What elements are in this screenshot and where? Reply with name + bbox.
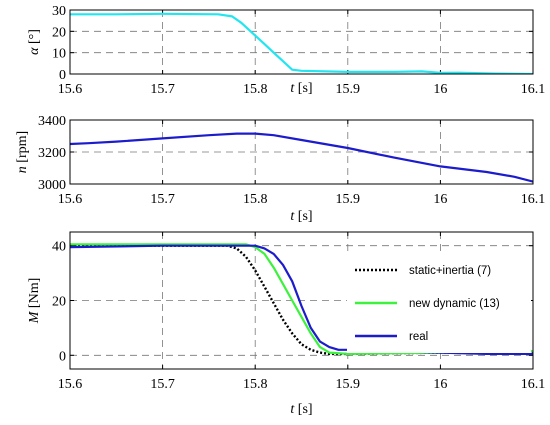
torque-ytick-label: 40 bbox=[52, 240, 66, 255]
torque-xtick-label: 15.7 bbox=[150, 377, 175, 392]
torque-series-line-0 bbox=[70, 244, 533, 356]
speed-series-line-0 bbox=[70, 132, 533, 183]
alpha-ylabel: α [°] bbox=[27, 29, 42, 55]
alpha-plot-area bbox=[70, 10, 533, 74]
torque-xtick-label: 15.9 bbox=[336, 377, 361, 392]
alpha-xtick-label: 16.1 bbox=[521, 82, 546, 97]
panel-torque: 15.6 15.7 15.8 15.9 16 16.1 0 20 40 t [s] M [Nm] st… bbox=[27, 231, 546, 417]
speed-xtick-label: 15.6 bbox=[58, 192, 83, 207]
speed-axes-frame bbox=[69, 119, 534, 185]
speed-ytick-label: 3000 bbox=[38, 178, 66, 193]
speed-ytick-label: 3200 bbox=[38, 146, 66, 161]
torque-xtick-label: 15.6 bbox=[58, 377, 83, 392]
torque-xtick-label: 15.8 bbox=[243, 377, 268, 392]
torque-ytick-label: 20 bbox=[52, 295, 66, 310]
legend-entry-label: static+inertia (7) bbox=[409, 265, 491, 277]
alpha-ytick-label: 30 bbox=[52, 4, 66, 19]
speed-xlabel: t [s] bbox=[290, 209, 312, 224]
alpha-ytick-label: 10 bbox=[52, 47, 66, 62]
torque-axes-frame bbox=[69, 231, 534, 370]
alpha-axes-frame bbox=[69, 9, 534, 75]
speed-ylabel: n [rpm] bbox=[15, 131, 30, 173]
alpha-series-line-0 bbox=[70, 12, 533, 74]
torque-xtick-label: 16.1 bbox=[521, 377, 546, 392]
alpha-ytick-label: 0 bbox=[59, 68, 66, 83]
legend-entry-label: new dynamic (13) bbox=[409, 298, 500, 310]
alpha-xtick-label: 15.6 bbox=[58, 82, 83, 97]
alpha-xtick-label: 16 bbox=[433, 82, 447, 97]
torque-xlabel: t [s] bbox=[290, 402, 312, 417]
speed-xtick-label: 15.8 bbox=[243, 192, 268, 207]
speed-xtick-label: 15.9 bbox=[336, 192, 361, 207]
torque-ytick-label: 0 bbox=[59, 349, 66, 364]
speed-ytick-label: 3400 bbox=[38, 114, 66, 129]
alpha-ytick-label: 20 bbox=[52, 25, 66, 40]
panel-speed: 15.6 15.7 15.8 15.9 16 16.1 3000 3200 3400 t [s] n… bbox=[15, 114, 545, 224]
legend-entry-label: real bbox=[409, 331, 428, 343]
alpha-xtick-label: 15.7 bbox=[150, 82, 175, 97]
torque-xtick-label: 16 bbox=[433, 377, 447, 392]
speed-xtick-label: 15.7 bbox=[150, 192, 175, 207]
speed-xtick-label: 16 bbox=[433, 192, 447, 207]
alpha-xlabel: t [s] bbox=[290, 81, 312, 96]
alpha-xtick-label: 15.9 bbox=[336, 82, 361, 97]
torque-ylabel: M [Nm] bbox=[27, 278, 42, 325]
alpha-xtick-label: 15.8 bbox=[243, 82, 268, 97]
panel-alpha: 15.6 15.7 15.8 15.9 16 16.1 0 10 20 30 t [s] α [°] bbox=[27, 4, 545, 97]
speed-xtick-label: 16.1 bbox=[521, 192, 546, 207]
